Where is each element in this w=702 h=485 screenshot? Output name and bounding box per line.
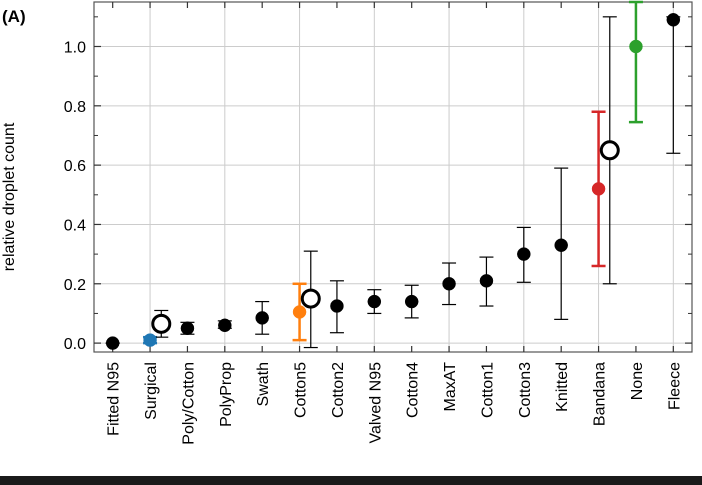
y-tick-label: 0.8 xyxy=(64,99,86,116)
open-data-point xyxy=(599,140,620,161)
data-point xyxy=(330,299,344,313)
y-tick-label: 0.4 xyxy=(64,217,86,234)
data-point xyxy=(479,274,494,288)
data-point xyxy=(180,321,195,336)
grid-layer xyxy=(94,2,692,352)
x-tick-label: Valved N95 xyxy=(367,362,384,444)
plot-frame xyxy=(93,1,693,353)
x-tick-label: Poly/Cotton xyxy=(180,362,197,445)
data-point xyxy=(255,311,269,325)
data-point xyxy=(517,247,531,261)
x-tick-label: Cotton4 xyxy=(405,362,422,418)
x-tick-label: None xyxy=(629,362,646,400)
x-tick-label: Bandana xyxy=(592,362,609,426)
x-tick-label: Knitted xyxy=(554,362,571,412)
data-point xyxy=(404,294,419,309)
error-bars xyxy=(105,0,681,349)
y-tick-label: 0.2 xyxy=(64,277,86,294)
open-data-point xyxy=(151,313,172,334)
x-axis: Fitted N95 Surgical Poly/Cotton PolyProp Swa… xyxy=(106,2,683,445)
data-point xyxy=(367,294,382,309)
data-point xyxy=(591,182,606,196)
x-tick-label: PolyProp xyxy=(218,362,235,427)
y-axis-label: relative droplet count xyxy=(1,122,18,271)
data-point xyxy=(143,333,157,347)
y-axis: 0.0 0.2 0.4 0.6 0.8 1.0 xyxy=(64,16,692,353)
data-point xyxy=(218,318,232,333)
y-tick-label: 0.0 xyxy=(64,336,86,353)
x-tick-label: Surgical xyxy=(143,362,160,420)
x-tick-label: Fleece xyxy=(666,362,683,410)
y-tick-label: 0.6 xyxy=(64,158,86,175)
x-tick-label: Cotton1 xyxy=(479,362,496,418)
data-point xyxy=(292,305,307,319)
data-markers xyxy=(105,13,681,350)
x-tick-label: Swath xyxy=(255,362,272,406)
bottom-rule xyxy=(0,476,702,485)
data-point xyxy=(442,277,456,291)
data-point xyxy=(666,13,681,27)
x-tick-label: MaxAT xyxy=(442,362,459,412)
open-data-point xyxy=(300,288,321,309)
panel-label: (A) xyxy=(2,7,26,26)
data-point xyxy=(105,336,120,350)
x-tick-label: Cotton2 xyxy=(330,362,347,418)
data-point xyxy=(629,39,643,54)
x-tick-label: Fitted N95 xyxy=(106,362,123,436)
x-tick-label: Cotton5 xyxy=(293,362,310,418)
data-point xyxy=(554,238,568,252)
y-tick-label: 1.0 xyxy=(64,39,86,56)
x-tick-label: Cotton3 xyxy=(517,362,534,418)
